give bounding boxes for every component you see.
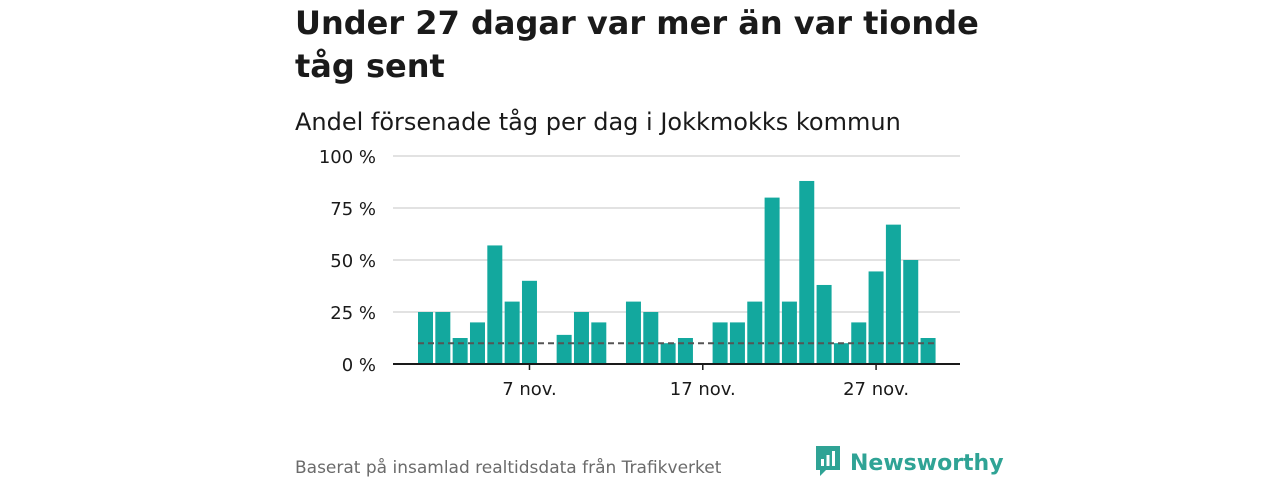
bar-chart: 0 % 25 % 50 % 75 % 100 % 7 nov. 17 nov. 27 nov. xyxy=(319,147,960,400)
bar xyxy=(556,334,572,364)
bar xyxy=(504,301,520,364)
bar xyxy=(833,343,849,364)
newsworthy-logo-icon xyxy=(814,444,842,482)
bar xyxy=(747,301,763,364)
bar xyxy=(521,280,537,364)
brand-name: Newsworthy xyxy=(850,450,1004,476)
newsworthy-brand: Newsworthy xyxy=(814,446,1004,480)
bar xyxy=(452,338,468,364)
bar xyxy=(920,338,936,364)
bar xyxy=(781,301,797,364)
bar xyxy=(885,224,901,364)
bar xyxy=(660,343,676,364)
bar xyxy=(903,260,919,364)
bar xyxy=(435,312,451,364)
y-tick-label: 100 % xyxy=(319,147,376,168)
chart-subtitle: Andel försenade tåg per dag i Jokkmokks … xyxy=(295,108,901,136)
y-tick-label: 50 % xyxy=(330,251,376,272)
bar xyxy=(799,180,815,364)
bar xyxy=(625,301,641,364)
bar xyxy=(729,322,745,364)
bar xyxy=(764,197,780,364)
bar xyxy=(868,271,884,364)
source-note: Baserat på insamlad realtidsdata från Tr… xyxy=(295,458,722,478)
y-tick-label: 0 % xyxy=(342,355,376,376)
x-tick-label: 7 nov. xyxy=(502,379,557,400)
y-tick-label: 75 % xyxy=(330,199,376,220)
bar xyxy=(469,322,485,364)
chart-title: Under 27 dagar var mer än var tionde tåg… xyxy=(295,4,979,85)
bar xyxy=(487,245,503,364)
x-tick-label: 17 nov. xyxy=(670,379,736,400)
y-tick-label: 25 % xyxy=(330,303,376,324)
bar xyxy=(643,312,659,364)
bar xyxy=(573,312,589,364)
bar xyxy=(677,338,693,364)
bar xyxy=(418,312,433,364)
x-tick-label: 27 nov. xyxy=(843,379,909,400)
bar xyxy=(816,284,832,364)
